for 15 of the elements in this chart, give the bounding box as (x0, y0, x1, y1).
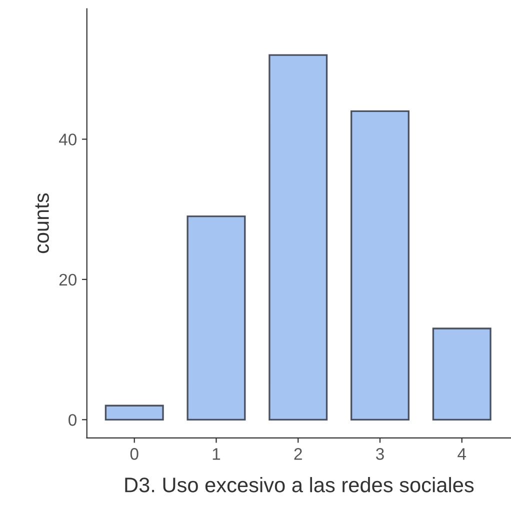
y-tick-label: 40 (58, 134, 76, 146)
bar (350, 110, 410, 421)
y-tick-label: 0 (68, 414, 76, 426)
y-tick-label: 20 (59, 274, 76, 286)
x-tick-label: 3 (376, 448, 384, 460)
bar (268, 54, 328, 421)
x-tick-label: 2 (294, 448, 302, 460)
x-axis-title: D3. Uso excesivo a las redes sociales (125, 477, 474, 492)
bar (104, 404, 164, 421)
x-tick-label: 0 (130, 448, 138, 460)
bar (186, 215, 246, 421)
x-tick-label: 4 (458, 448, 466, 460)
y-axis-title: counts (35, 193, 49, 254)
bar (432, 328, 492, 421)
x-tick-label: 1 (212, 448, 220, 460)
